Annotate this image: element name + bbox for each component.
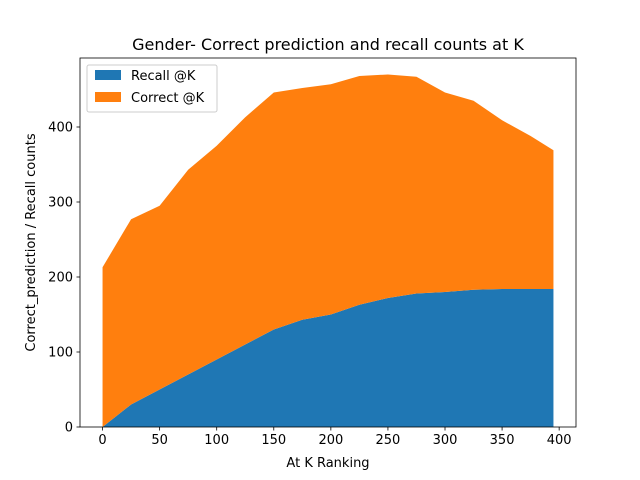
y-tick-label: 400 [48, 121, 73, 136]
chart-title: Gender- Correct prediction and recall co… [132, 35, 524, 54]
y-tick-label: 100 [48, 346, 73, 361]
x-tick-label: 150 [261, 433, 286, 448]
x-tick-label: 50 [151, 433, 168, 448]
x-tick-label: 0 [98, 433, 106, 448]
x-tick-label: 100 [204, 433, 229, 448]
legend-swatch-correct [95, 92, 121, 102]
x-tick-label: 400 [547, 433, 572, 448]
x-tick-label: 300 [433, 433, 458, 448]
area-group [102, 74, 554, 427]
legend-label-correct: Correct @K [131, 91, 205, 106]
legend: Recall @K Correct @K [86, 64, 218, 113]
x-axis-label: At K Ranking [286, 456, 369, 471]
x-tick-label: 350 [490, 433, 515, 448]
legend-swatch-recall [95, 70, 121, 80]
x-tick-label: 250 [376, 433, 401, 448]
area-series-recall-k [102, 289, 554, 427]
x-tick-label: 200 [318, 433, 343, 448]
y-axis: 0 100 200 300 400 [48, 121, 80, 436]
x-axis: 0 50 100 150 200 250 300 350 400 [98, 427, 572, 448]
area-series-correct-k [102, 74, 554, 427]
y-tick-label: 0 [65, 421, 73, 436]
y-tick-label: 200 [48, 271, 73, 286]
y-tick-label: 300 [48, 196, 73, 211]
y-axis-label: Correct_prediction / Recall counts [24, 133, 39, 351]
plot-frame [79, 57, 577, 428]
legend-label-recall: Recall @K [131, 69, 196, 84]
